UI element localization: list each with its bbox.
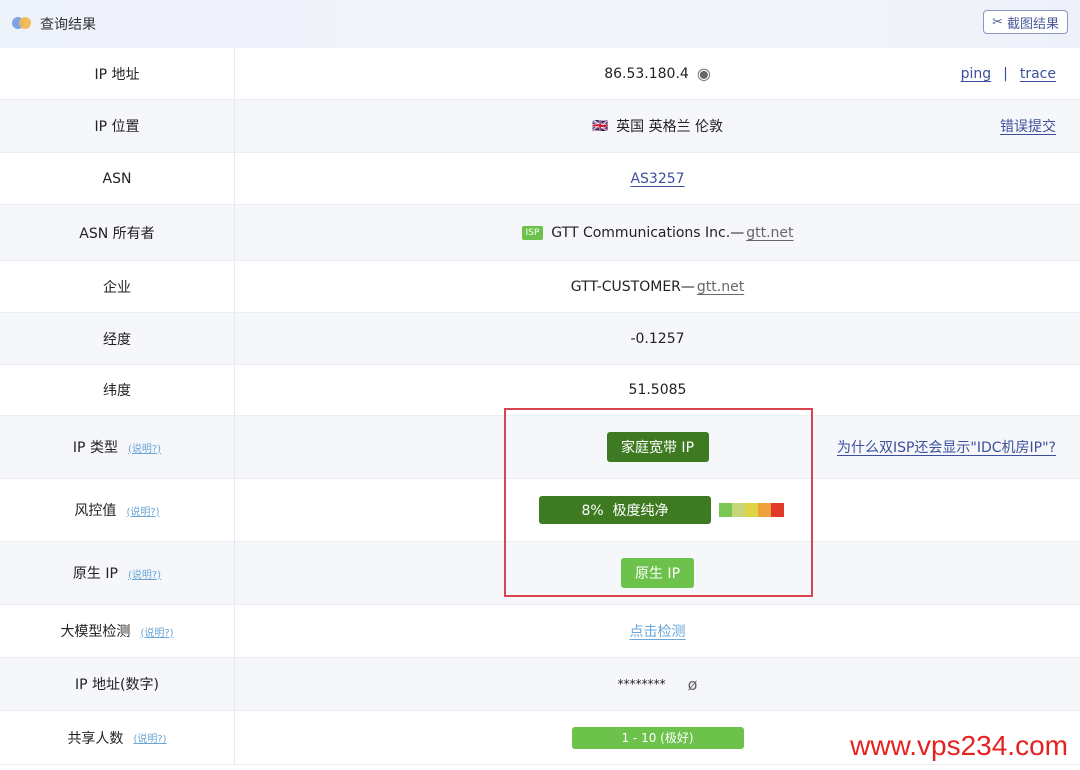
click-detect-link[interactable]: 点击检测 xyxy=(629,624,686,640)
report-error-link[interactable]: 错误提交 xyxy=(1000,119,1056,135)
row-native-ip: 原生 IP (说明?) 原生 IP xyxy=(0,542,1080,605)
row-label: 大模型检测 xyxy=(60,624,131,640)
eye-icon[interactable]: ◉ xyxy=(696,64,711,83)
risk-scale-segment xyxy=(745,503,758,517)
help-link[interactable]: (说明?) xyxy=(140,627,174,639)
separator: | xyxy=(1003,65,1008,82)
watermark: www.vps234.com xyxy=(850,730,1068,761)
row-label: 经度 xyxy=(0,313,235,364)
trace-link[interactable]: trace xyxy=(1019,65,1056,82)
row-label: 企业 xyxy=(0,261,235,312)
row-longitude: 经度 -0.1257 xyxy=(0,313,1080,365)
risk-scale-segment xyxy=(771,503,784,517)
row-latitude: 纬度 51.5085 xyxy=(0,365,1080,416)
domain-link[interactable]: gtt.net xyxy=(696,278,745,295)
shared-users-badge: 1 - 10 (极好) xyxy=(571,726,744,749)
row-ip-address: IP 地址 86.53.180.4 ◉ ping | trace xyxy=(0,48,1080,100)
ip-type-badge: 家庭宽带 IP xyxy=(606,432,709,462)
row-label: 纬度 xyxy=(0,365,235,415)
row-asn-owner: ASN 所有者 ISP GTT Communications Inc.— gtt.n… xyxy=(0,205,1080,261)
row-shared-users: 共享人数 (说明?) 1 - 10 (极好) xyxy=(0,711,1080,765)
risk-scale xyxy=(719,503,784,517)
row-company: 企业 GTT-CUSTOMER— gtt.net xyxy=(0,261,1080,313)
risk-scale-segment xyxy=(732,503,745,517)
uk-flag-icon: 🇬🇧 xyxy=(591,118,609,134)
row-risk: 风控值 (说明?) 8% 极度纯净 xyxy=(0,479,1080,542)
row-llm-detect: 大模型检测 (说明?) 点击检测 xyxy=(0,605,1080,658)
ping-link[interactable]: ping xyxy=(960,65,992,82)
row-label: 原生 IP xyxy=(72,566,118,582)
row-label: 共享人数 xyxy=(67,730,124,747)
logo-icon xyxy=(12,17,32,31)
row-ip-location: IP 位置 🇬🇧 英国 英格兰 伦敦 错误提交 xyxy=(0,100,1080,153)
row-label: IP 类型 xyxy=(72,440,118,456)
row-label: ASN 所有者 xyxy=(0,205,235,260)
header-title: 查询结果 xyxy=(40,17,96,33)
row-asn: ASN AS3257 xyxy=(0,153,1080,205)
screenshot-button[interactable]: ✂ 截图结果 xyxy=(983,10,1068,34)
help-link[interactable]: (说明?) xyxy=(126,506,160,518)
header: 查询结果 ✂ 截图结果 xyxy=(0,0,1080,48)
risk-scale-segment xyxy=(719,503,732,517)
row-label: IP 地址 xyxy=(0,48,235,99)
row-ip-numeric: IP 地址(数字) ******** ø xyxy=(0,658,1080,711)
scissors-icon: ✂ xyxy=(992,14,1003,30)
isp-badge: ISP xyxy=(521,225,544,240)
location-value: 英国 英格兰 伦敦 xyxy=(616,119,724,135)
ip-value: 86.53.180.4 xyxy=(604,65,689,82)
row-label: IP 位置 xyxy=(0,100,235,152)
asn-link[interactable]: AS3257 xyxy=(630,170,685,187)
eye-off-icon[interactable]: ø xyxy=(687,674,698,694)
native-ip-badge: 原生 IP xyxy=(621,558,694,588)
domain-link[interactable]: gtt.net xyxy=(746,224,794,241)
company-value: GTT-CUSTOMER— xyxy=(570,278,695,295)
risk-badge: 8% 极度纯净 xyxy=(539,496,711,524)
asn-owner-value: GTT Communications Inc.— xyxy=(551,224,745,241)
longitude-value: -0.1257 xyxy=(630,330,685,347)
row-label: 风控值 xyxy=(74,503,117,519)
row-ip-type: IP 类型 (说明?) 家庭宽带 IP 为什么双ISP还会显示"IDC机房IP"? xyxy=(0,416,1080,479)
why-idc-link[interactable]: 为什么双ISP还会显示"IDC机房IP"? xyxy=(836,440,1056,456)
risk-scale-segment xyxy=(758,503,771,517)
ip-numeric-value: ******** xyxy=(617,677,666,691)
help-link[interactable]: (说明?) xyxy=(127,569,162,581)
help-link[interactable]: (说明?) xyxy=(127,443,162,455)
help-link[interactable]: (说明?) xyxy=(133,734,167,745)
row-label: ASN xyxy=(0,153,235,204)
row-label: IP 地址(数字) xyxy=(0,658,235,710)
latitude-value: 51.5085 xyxy=(628,382,687,398)
